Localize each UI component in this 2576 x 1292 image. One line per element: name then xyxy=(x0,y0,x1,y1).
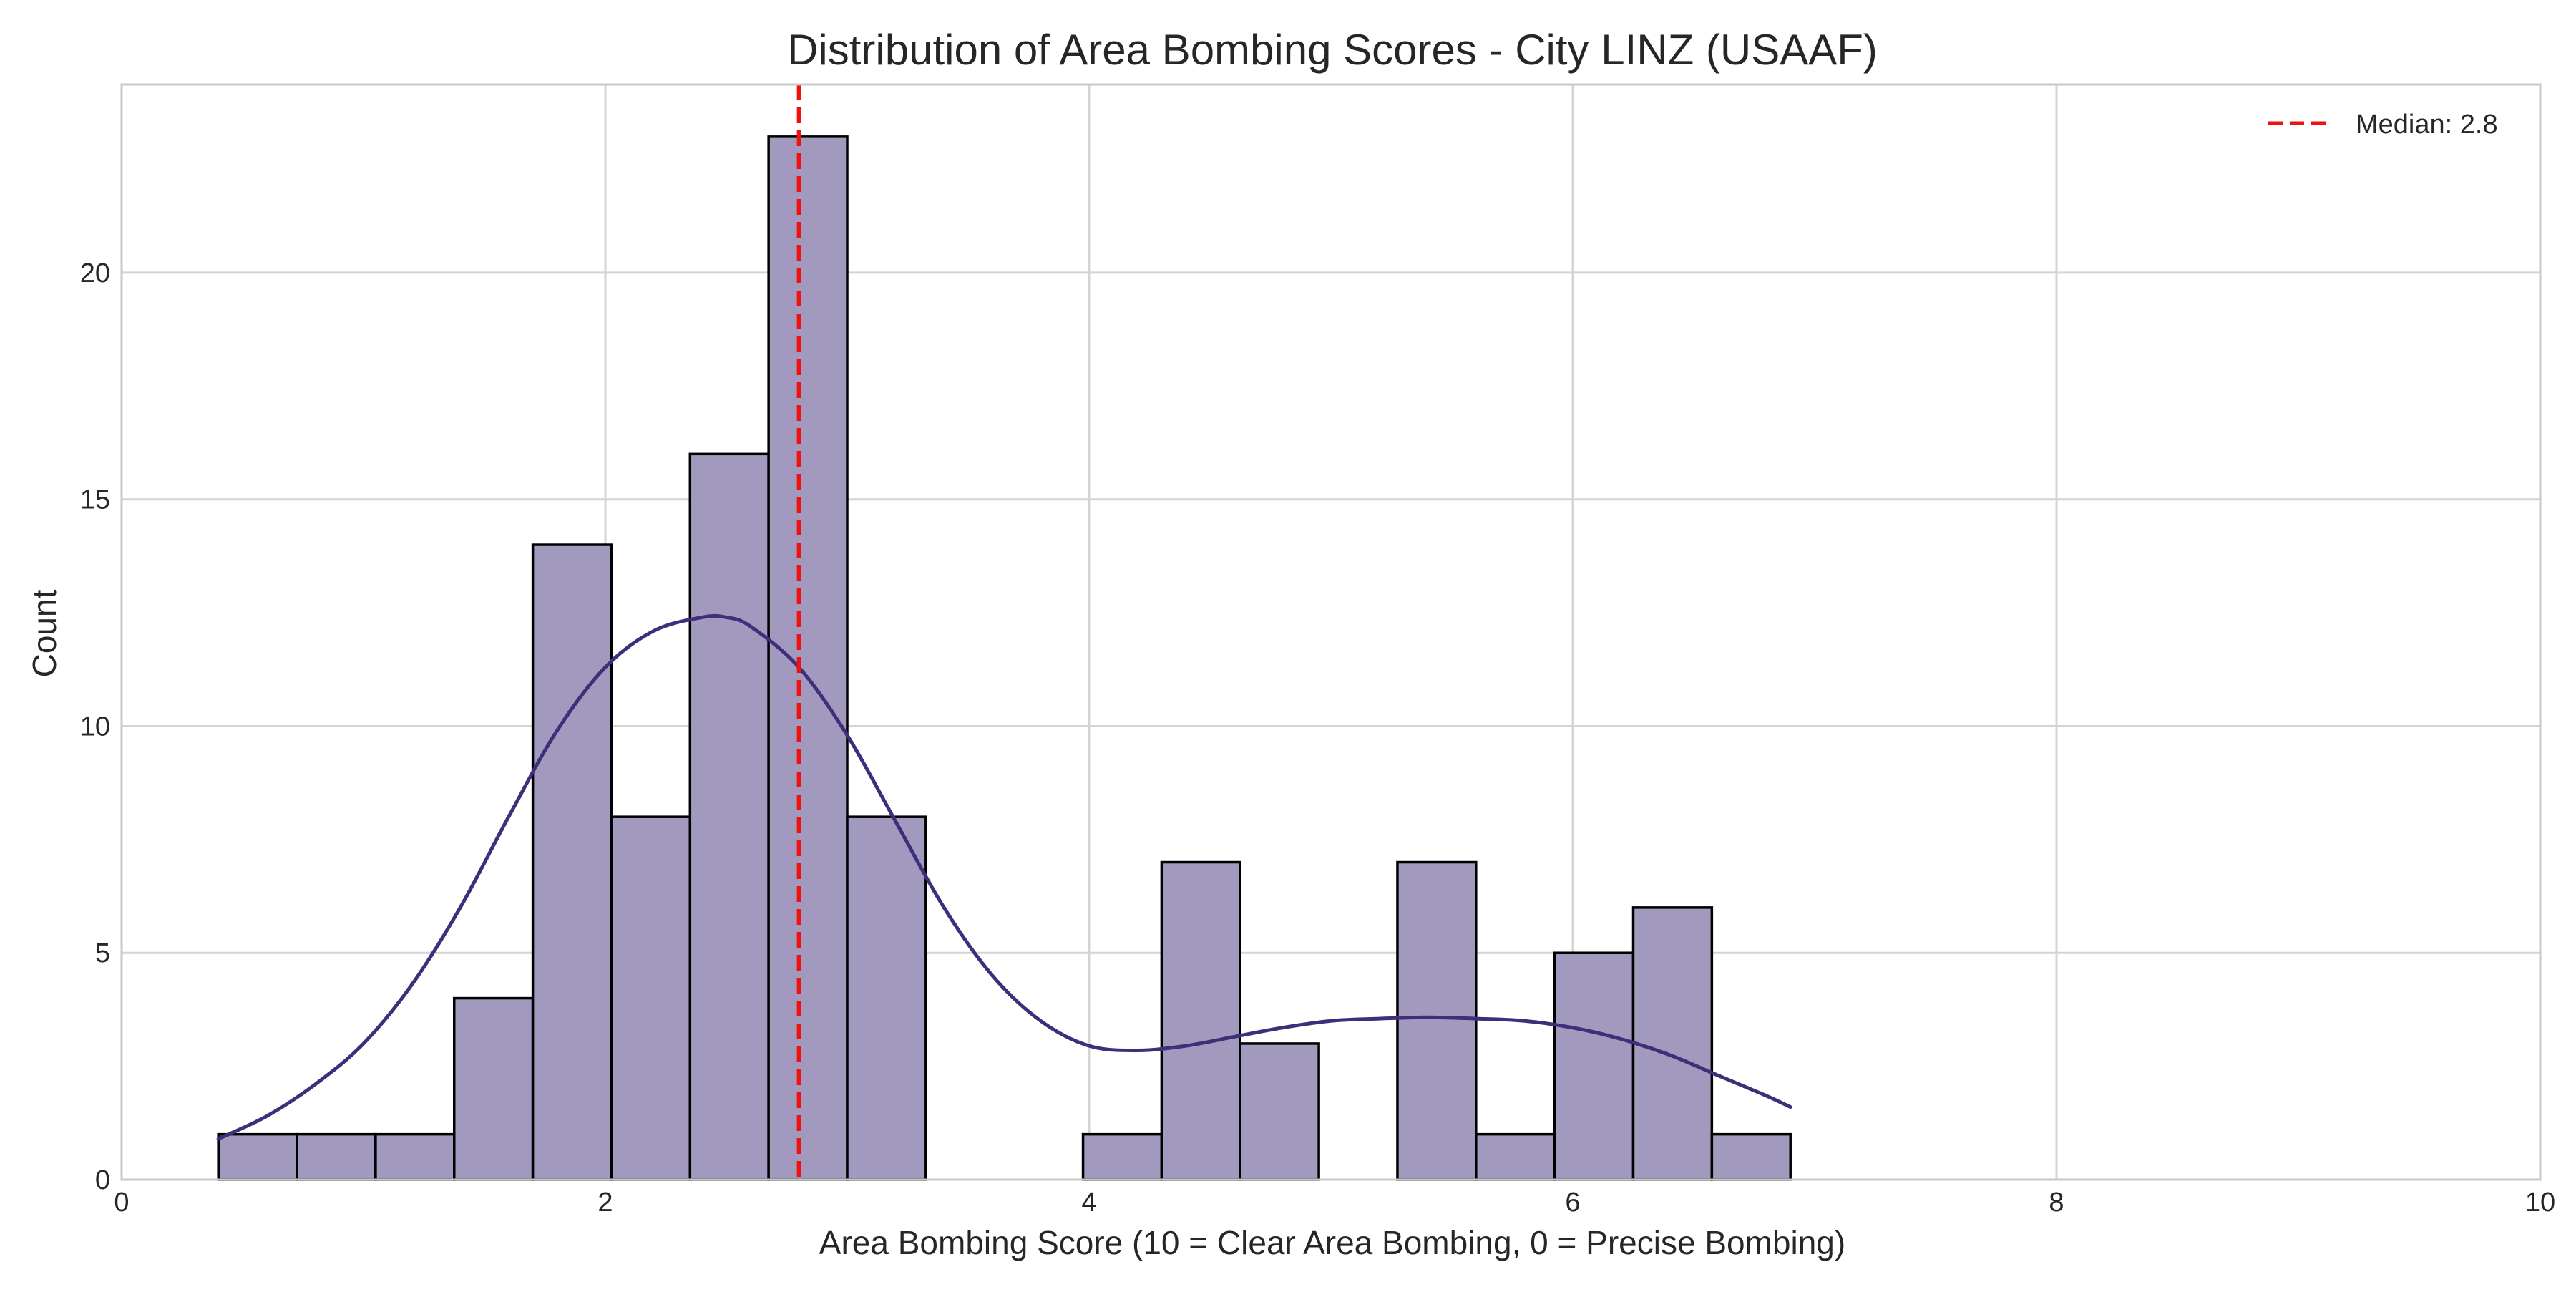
histogram-bar xyxy=(374,1132,456,1181)
histogram-bar xyxy=(1081,1132,1163,1181)
histogram-bar xyxy=(1553,951,1635,1181)
legend-median-label: Median: 2.8 xyxy=(2356,110,2498,140)
histogram-bar xyxy=(453,996,535,1181)
y-tick-label: 10 xyxy=(80,711,110,742)
x-axis-label: Area Bombing Score (10 = Clear Area Bomb… xyxy=(819,1224,1845,1261)
y-tick-label: 15 xyxy=(80,485,110,515)
histogram-bar xyxy=(217,1132,298,1181)
x-tick-label: 2 xyxy=(597,1187,613,1218)
y-tick-label: 0 xyxy=(95,1165,110,1195)
histogram-bar xyxy=(1631,906,1714,1181)
histogram-bar xyxy=(1710,1132,1792,1181)
histogram-bar xyxy=(531,543,613,1181)
legend: Median: 2.8 xyxy=(2268,110,2498,140)
plot-frame xyxy=(120,83,2542,1181)
grid-layer xyxy=(122,84,2540,1180)
histogram-bar xyxy=(688,452,770,1181)
histogram-bar xyxy=(846,815,927,1181)
x-tick-label: 8 xyxy=(2049,1187,2064,1218)
histogram-bar xyxy=(610,815,692,1181)
x-tick-label: 10 xyxy=(2525,1187,2555,1218)
bar-layer xyxy=(217,135,1792,1181)
x-tick-label: 0 xyxy=(114,1187,129,1218)
y-tick-label: 20 xyxy=(80,258,110,288)
x-tick-label: 6 xyxy=(1565,1187,1580,1218)
histogram-bar xyxy=(1475,1132,1556,1181)
kde-layer xyxy=(216,613,1792,1141)
histogram-bar xyxy=(296,1132,377,1181)
histogram-bar xyxy=(1239,1042,1320,1181)
histogram-bar xyxy=(1160,860,1242,1181)
y-axis-label: Count xyxy=(26,589,63,677)
chart-title: Distribution of Area Bombing Scores - Ci… xyxy=(787,26,1878,74)
histogram-bar xyxy=(767,135,849,1181)
y-tick-label: 5 xyxy=(95,938,110,968)
tick-layer: 0 2 4 6 8 10 0 5 10 15 20 xyxy=(80,258,2555,1218)
kde-curve xyxy=(216,613,1792,1141)
x-tick-label: 4 xyxy=(1081,1187,1096,1218)
histogram-bar xyxy=(1396,860,1478,1181)
